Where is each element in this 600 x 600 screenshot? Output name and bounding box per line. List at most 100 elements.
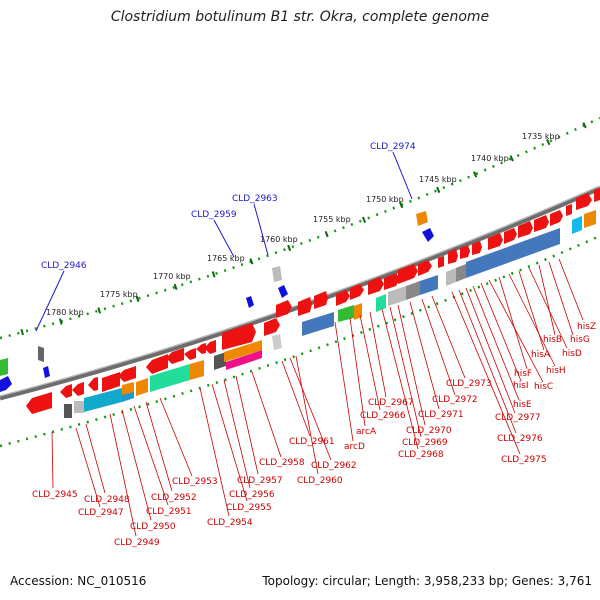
- gene-arrow: [88, 377, 98, 391]
- gene-arrow: [60, 384, 72, 398]
- gene-label: CLD_2975: [501, 455, 547, 465]
- marker-arrow: [0, 376, 12, 392]
- gene-arrow: [534, 215, 549, 232]
- gene-label: CLD_2957: [237, 476, 283, 486]
- gene-label: CLD_2962: [311, 461, 357, 471]
- gene-label: CLD_2953: [172, 477, 218, 487]
- gene-label: hisI: [513, 381, 529, 391]
- gene-arrow: [518, 221, 533, 238]
- genome-backbone: [0, 185, 600, 401]
- gene-label: CLD_2954: [207, 518, 253, 528]
- gene-block: [214, 352, 226, 370]
- gene-arrow: [418, 260, 432, 276]
- gene-arrow: [146, 354, 168, 374]
- gene-label: CLD_2970: [406, 426, 452, 436]
- gene-block: [224, 340, 262, 362]
- gene-label: CLD_2972: [432, 395, 478, 405]
- gene-label: CLD_2949: [114, 538, 160, 548]
- gene-label: CLD_2973: [446, 379, 492, 389]
- gene-block: [190, 360, 204, 380]
- gene-block: [388, 286, 406, 306]
- ruler-label: 1775 kbp: [100, 290, 138, 299]
- gene-arrow: [184, 348, 196, 360]
- gene-label: hisC: [534, 382, 553, 392]
- gene-arrow: [448, 249, 458, 264]
- marker-arrow: [43, 366, 50, 378]
- gene-block: [376, 294, 386, 312]
- gene-label: CLD_2945: [32, 490, 78, 500]
- gene-label: CLD_2947: [78, 508, 124, 518]
- gene-arrow: [72, 382, 84, 396]
- gene-label: hisD: [562, 349, 582, 359]
- gene-arrow: [488, 233, 503, 250]
- gene-arrow: [576, 193, 592, 210]
- gene-label: CLD_2959: [191, 210, 237, 220]
- gene-block: [272, 334, 282, 350]
- gene-label: hisE: [513, 400, 532, 410]
- blue-markers: [0, 228, 434, 392]
- gene-arrow: [350, 284, 364, 300]
- topology-text: Topology: circular; Length: 3,958,233 bp…: [262, 574, 592, 588]
- gene-label: hisG: [570, 335, 590, 345]
- gene-arrow: [298, 297, 312, 316]
- gene-label: hisB: [543, 335, 562, 345]
- gene-block: [150, 364, 190, 392]
- gene-block: [572, 216, 582, 234]
- gene-label: hisA: [531, 350, 551, 360]
- gene-label: CLD_2976: [497, 434, 543, 444]
- gene-label: CLD_2977: [495, 413, 541, 423]
- reverse-strand-features: [26, 210, 596, 418]
- marker-arrow: [278, 285, 288, 298]
- gene-arrow: [204, 340, 216, 354]
- gene-block: [338, 305, 354, 322]
- ruler-label: 1745 kbp: [419, 175, 457, 184]
- gene-label: CLD_2974: [370, 142, 416, 152]
- gene-label: CLD_2951: [146, 507, 192, 517]
- gene-arrow: [384, 273, 400, 290]
- gene-arrow: [222, 323, 256, 350]
- gene-label: hisH: [546, 366, 566, 376]
- gene-label: CLD_2963: [232, 194, 278, 204]
- gene-block: [136, 378, 148, 396]
- marker-arrow: [422, 228, 434, 242]
- gene-label: CLD_2952: [151, 493, 197, 503]
- ruler-label: 1740 kbp: [471, 154, 509, 163]
- gene-block: [302, 312, 334, 336]
- gene-arrow: [472, 241, 482, 255]
- gene-arrow: [196, 343, 206, 354]
- gene-label: CLD_2969: [402, 438, 448, 448]
- gene-arrow: [276, 300, 292, 318]
- gene-label: arcD: [344, 442, 365, 452]
- gene-arrow: [416, 211, 428, 226]
- gene-block: [466, 228, 560, 278]
- gene-label: hisF: [514, 369, 532, 379]
- gene-arrow: [38, 346, 44, 362]
- gene-label: CLD_2968: [398, 450, 444, 460]
- gene-arrow: [0, 358, 8, 376]
- genome-backbone-highlight: [0, 185, 600, 397]
- gene-block: [226, 350, 262, 370]
- gene-block: [406, 281, 420, 300]
- gene-arrow: [26, 392, 52, 414]
- gene-label: arcA: [356, 427, 377, 437]
- leader-line: [392, 151, 413, 200]
- gene-arrow: [118, 366, 136, 382]
- ruler-label: 1755 kbp: [313, 215, 351, 224]
- ruler-label: 1765 kbp: [207, 254, 245, 263]
- gene-arrow: [460, 245, 470, 259]
- gene-arrow: [438, 256, 444, 268]
- gene-block: [420, 275, 438, 295]
- gene-arrow: [272, 266, 282, 282]
- gene-label: CLD_2955: [226, 503, 272, 513]
- gene-label: CLD_2960: [297, 476, 343, 486]
- leader-line: [213, 219, 235, 258]
- gene-label: CLD_2967: [368, 398, 414, 408]
- gene-label: CLD_2956: [229, 490, 275, 500]
- map-title: Clostridium botulinum B1 str. Okra, comp…: [110, 9, 490, 25]
- gene-arrow: [264, 318, 280, 336]
- gene-arrow: [566, 204, 572, 216]
- gene-label: CLD_2958: [259, 458, 305, 468]
- gene-block: [64, 404, 72, 418]
- gene-arrow: [550, 210, 563, 226]
